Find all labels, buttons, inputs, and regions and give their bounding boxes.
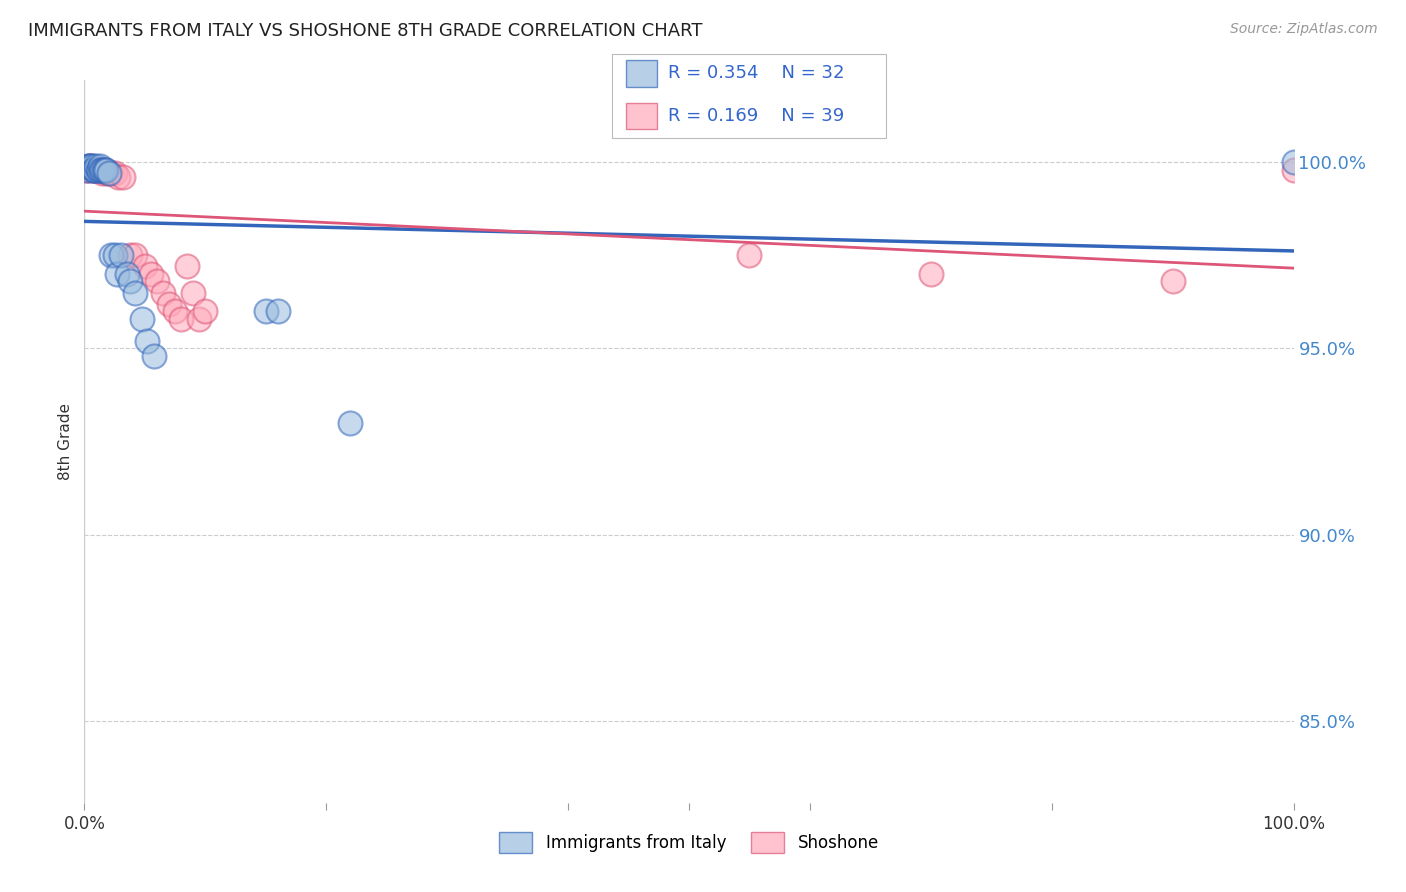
- Point: [134, 260, 156, 274]
- Point: [112, 170, 135, 185]
- Point: [84, 162, 107, 177]
- Point: [920, 267, 942, 281]
- Point: [97, 166, 120, 180]
- Point: [94, 162, 117, 177]
- Point: [100, 248, 122, 262]
- Point: [79, 159, 101, 173]
- Point: [120, 248, 142, 262]
- Point: [165, 304, 187, 318]
- Point: [86, 162, 108, 177]
- Y-axis label: 8th Grade: 8th Grade: [58, 403, 73, 480]
- Point: [82, 162, 104, 177]
- Point: [77, 162, 100, 177]
- Point: [77, 159, 100, 173]
- Point: [120, 274, 142, 288]
- Point: [139, 267, 162, 281]
- Point: [105, 267, 128, 281]
- Point: [104, 166, 127, 180]
- Point: [77, 159, 100, 173]
- Point: [79, 159, 101, 173]
- Point: [267, 304, 290, 318]
- Point: [738, 248, 761, 262]
- Text: Source: ZipAtlas.com: Source: ZipAtlas.com: [1230, 22, 1378, 37]
- Point: [94, 166, 117, 180]
- Point: [86, 162, 108, 177]
- Point: [170, 311, 193, 326]
- Point: [86, 159, 108, 173]
- Point: [143, 349, 166, 363]
- Text: IMMIGRANTS FROM ITALY VS SHOSHONE 8TH GRADE CORRELATION CHART: IMMIGRANTS FROM ITALY VS SHOSHONE 8TH GR…: [28, 22, 703, 40]
- Point: [188, 311, 211, 326]
- Point: [89, 159, 111, 173]
- Point: [91, 166, 114, 180]
- Point: [90, 162, 112, 177]
- Point: [80, 159, 103, 173]
- Point: [152, 285, 174, 300]
- Point: [1282, 162, 1305, 177]
- Point: [87, 162, 110, 177]
- Point: [87, 162, 110, 177]
- Point: [100, 166, 122, 180]
- Point: [110, 248, 132, 262]
- Point: [181, 285, 204, 300]
- Point: [94, 162, 117, 177]
- Point: [1282, 155, 1305, 169]
- Text: R = 0.354    N = 32: R = 0.354 N = 32: [668, 64, 845, 82]
- Point: [76, 162, 98, 177]
- Point: [124, 248, 146, 262]
- Point: [136, 334, 159, 348]
- Point: [176, 260, 198, 274]
- Point: [86, 162, 108, 177]
- Point: [83, 162, 105, 177]
- Point: [131, 311, 153, 326]
- Point: [124, 285, 146, 300]
- Point: [254, 304, 277, 318]
- Point: [93, 162, 115, 177]
- Point: [339, 416, 361, 430]
- Legend: Immigrants from Italy, Shoshone: Immigrants from Italy, Shoshone: [492, 826, 886, 860]
- Point: [91, 162, 114, 177]
- Point: [194, 304, 217, 318]
- Point: [146, 274, 169, 288]
- Point: [89, 162, 111, 177]
- Point: [77, 159, 100, 173]
- Point: [157, 297, 180, 311]
- Point: [90, 162, 112, 177]
- Point: [94, 162, 117, 177]
- Text: R = 0.169    N = 39: R = 0.169 N = 39: [668, 107, 844, 125]
- Point: [84, 162, 107, 177]
- Point: [83, 162, 105, 177]
- Point: [1161, 274, 1184, 288]
- Point: [115, 267, 138, 281]
- Point: [76, 162, 98, 177]
- Point: [82, 159, 104, 173]
- Point: [80, 162, 103, 177]
- Point: [97, 166, 120, 180]
- Point: [93, 162, 115, 177]
- Point: [107, 170, 129, 185]
- Point: [104, 248, 127, 262]
